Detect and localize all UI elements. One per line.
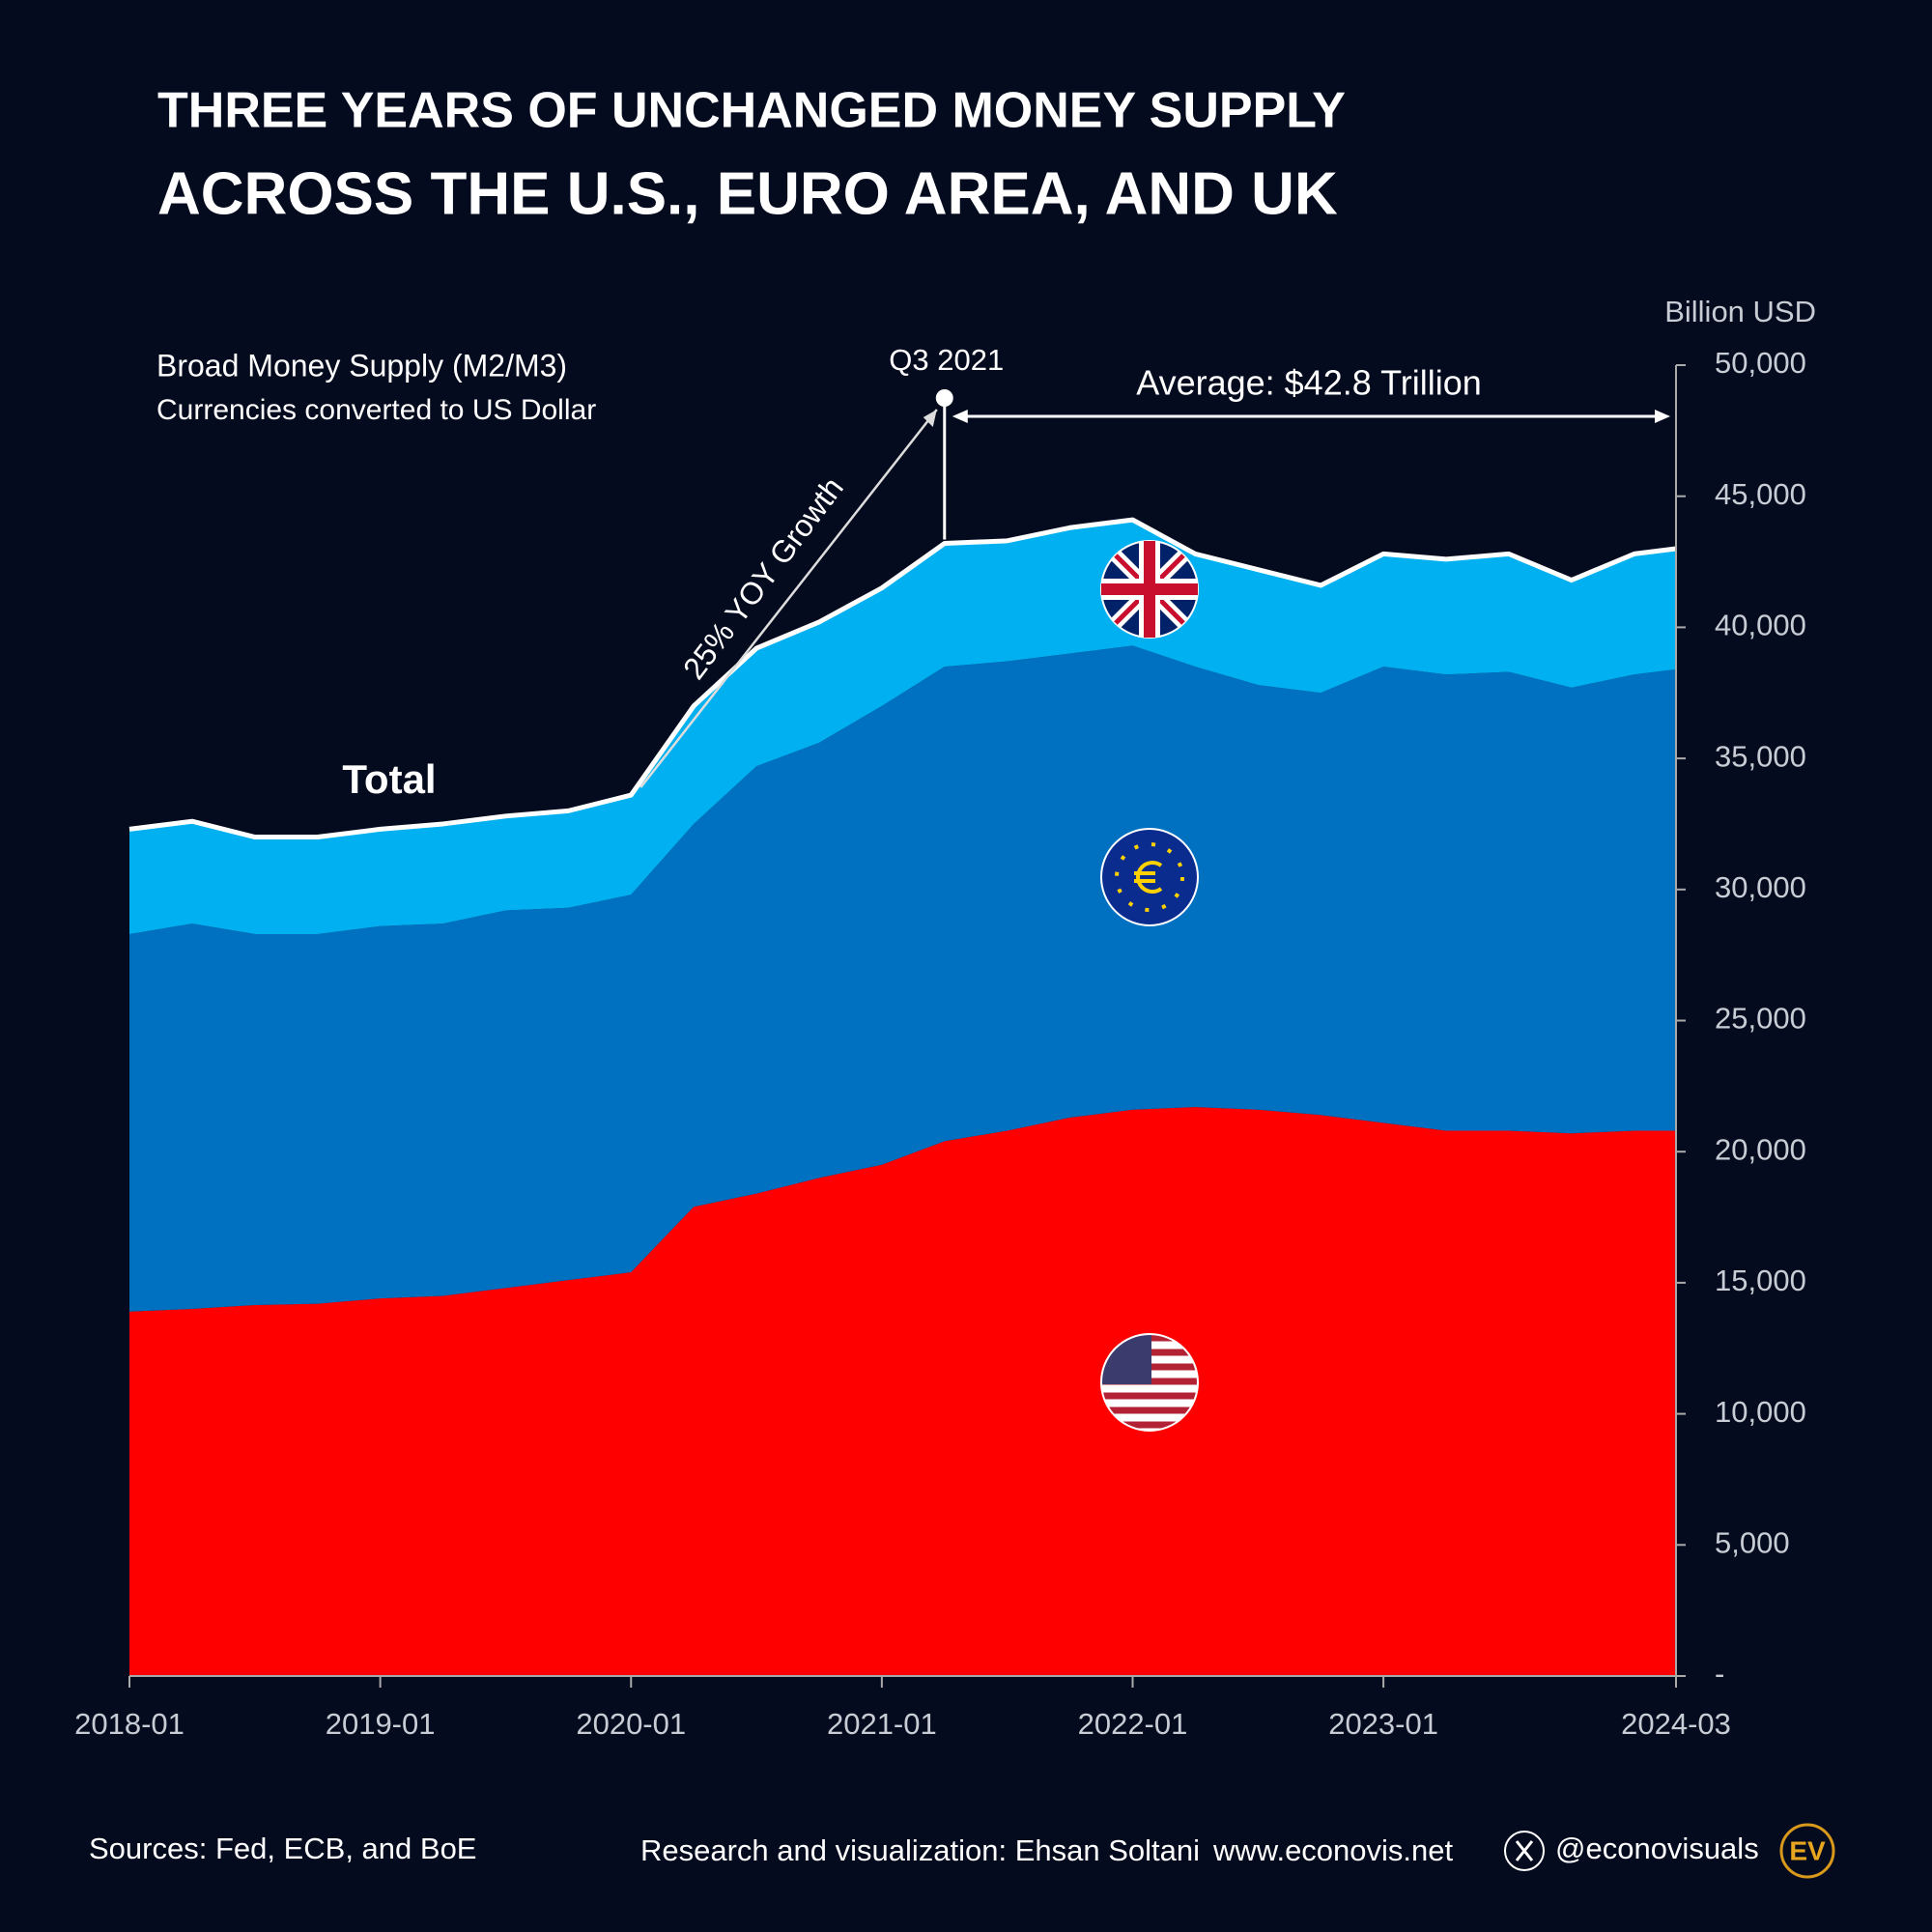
total-label: Total <box>342 756 436 802</box>
arrowhead <box>952 410 968 423</box>
eu-flag <box>1100 828 1199 926</box>
credit: Research and visualization: Ehsan Soltan… <box>640 1833 1200 1867</box>
y-tick-label: 30,000 <box>1715 870 1806 904</box>
growth-arrow <box>639 409 938 788</box>
y-tick-label: 35,000 <box>1715 739 1806 773</box>
x-icon <box>1504 1831 1545 1871</box>
peak-label: Q3 2021 <box>889 343 1004 377</box>
uk-flag <box>1100 540 1199 639</box>
y-tick-label: 5,000 <box>1715 1525 1790 1559</box>
y-tick-label: - <box>1715 1657 1724 1690</box>
x-tick-label: 2023-01 <box>1328 1707 1438 1741</box>
plot: - 5,000 10,000 15,000 20,000 25,000 30,000 35,0… <box>74 343 1806 1741</box>
logo: EV <box>1789 1835 1826 1865</box>
us-flag <box>1100 1333 1199 1432</box>
average-label: Average: $42.8 Trillion <box>1136 363 1482 403</box>
handle: @econovisuals <box>1555 1832 1759 1865</box>
x-tick-label: 2024-03 <box>1621 1707 1731 1741</box>
y-axis-label: Billion USD <box>1664 295 1816 328</box>
sources: Sources: Fed, ECB, and BoE <box>89 1832 477 1865</box>
x-tick-label: 2018-01 <box>74 1707 185 1741</box>
x-tick-label: 2022-01 <box>1078 1707 1188 1741</box>
area <box>129 645 1676 1312</box>
peak-dot <box>935 389 953 407</box>
note: Broad Money Supply (M2/M3) <box>156 348 567 383</box>
y-tick-label: 50,000 <box>1715 346 1806 380</box>
y-tick-label: 10,000 <box>1715 1395 1806 1429</box>
flags <box>1100 540 1199 1432</box>
x-tick-label: 2019-01 <box>326 1707 436 1741</box>
total-line <box>128 517 1677 840</box>
y-tick-label: 15,000 <box>1715 1264 1806 1297</box>
growth-arrowhead <box>923 410 937 427</box>
arrowhead <box>1655 410 1670 423</box>
x-icon <box>1515 1840 1534 1861</box>
note: Currencies converted to US Dollar <box>156 394 596 426</box>
logo-ring <box>1779 1823 1835 1879</box>
area <box>129 1107 1676 1676</box>
y-tick-label: 40,000 <box>1715 609 1806 642</box>
area <box>129 520 1676 934</box>
y-tick-label: 20,000 <box>1715 1132 1806 1166</box>
website: www.econovis.net <box>1212 1833 1454 1867</box>
y-tick-label: 45,000 <box>1715 477 1806 511</box>
chart-title: THREE YEARS OF UNCHANGED MONEY SUPPLY <box>157 83 1346 139</box>
y-tick-label: 25,000 <box>1715 1002 1806 1036</box>
chart-subtitle: ACROSS THE U.S., EURO AREA, AND UK <box>157 160 1338 227</box>
x-tick-label: 2021-01 <box>827 1707 937 1741</box>
x-tick-label: 2020-01 <box>576 1707 686 1741</box>
